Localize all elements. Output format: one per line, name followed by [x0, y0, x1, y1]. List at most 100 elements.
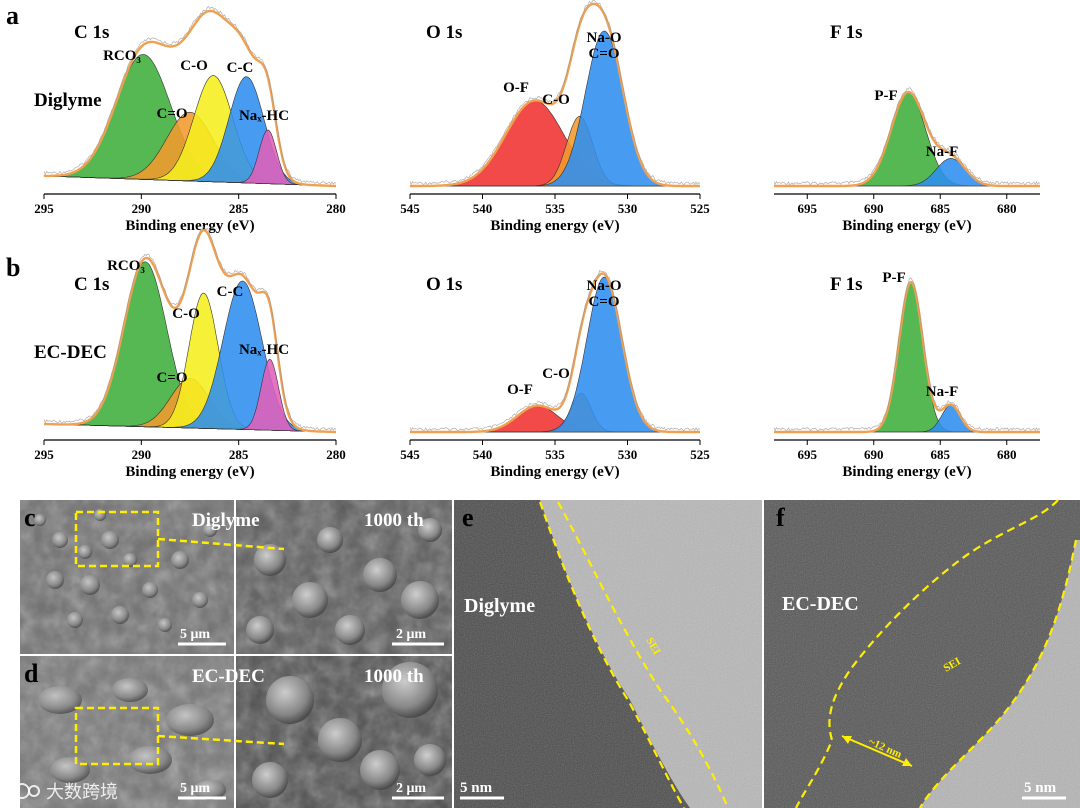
peak-label-a-F1s-1-0: Na-F: [926, 144, 959, 160]
x-tick-label-a-O1s-535: 535: [545, 201, 565, 216]
x-tick-label-b-C1s-295: 295: [34, 447, 54, 462]
x-tick-label-b-F1s-690: 690: [864, 447, 884, 462]
x-tick-label-a-O1s-525: 525: [690, 201, 710, 216]
chart-title-a-C1s: C 1s: [74, 22, 109, 43]
peak-label-a-C1s-1-0: C=O: [156, 106, 187, 122]
x-tick-label-a-F1s-690: 690: [864, 201, 884, 216]
peak-a-F1s-p-f: [774, 92, 1040, 187]
tem-f-sample-label: EC-DEC: [782, 593, 859, 615]
x-tick-label-b-O1s-530: 530: [618, 447, 638, 462]
x-axis-label-b-C1s: Binding energy (eV): [125, 464, 254, 480]
peak-label-b-F1s-0-0: P-F: [882, 270, 905, 286]
x-axis-label-b-O1s: Binding energy (eV): [490, 464, 619, 480]
x-tick-label-b-O1s-525: 525: [690, 447, 710, 462]
zoom-line-d: [157, 734, 285, 746]
envelope-a-F1s: [774, 90, 1040, 188]
peak-label-b-C1s-3-0: C-C: [217, 284, 244, 300]
tem-f-sei-boundary-outer: [919, 539, 1078, 808]
x-tick-label-a-C1s-285: 285: [229, 201, 249, 216]
peak-label-a-C1s-0-0: RCO₃: [103, 48, 141, 64]
x-axis-label-b-F1s: Binding energy (eV): [842, 464, 971, 480]
x-tick-label-a-O1s-530: 530: [618, 201, 638, 216]
peak-label-b-C1s-2-0: C-O: [172, 306, 200, 322]
peak-b-F1s-p-f: [774, 281, 1040, 433]
raw-trace-b-O1s: [409, 269, 701, 432]
chart-title-a-F1s: F 1s: [830, 22, 863, 43]
peak-label-a-C1s-4-0: Naₓ-HC: [239, 108, 289, 124]
peak-label-a-F1s-0-0: P-F: [874, 88, 897, 104]
chart-title-b-O1s: O 1s: [426, 274, 462, 295]
peak-label-a-O1s-2-1: C=O: [588, 46, 619, 62]
envelope-a-O1s: [410, 2, 700, 188]
panel-letter-d: d: [24, 659, 39, 688]
sem-c-sample-label: Diglyme: [192, 510, 260, 531]
sem-d-sample-label: EC-DEC: [192, 666, 265, 687]
x-tick-label-b-O1s-540: 540: [473, 447, 493, 462]
x-axis-label-a-F1s: Binding energy (eV): [842, 218, 971, 234]
peak-label-b-O1s-2-1: C=O: [588, 294, 619, 310]
peak-a-O1s-o-f: [410, 100, 700, 187]
sem-c-right-particles: [246, 518, 442, 645]
sem-d-cycle-label: 1000 th: [364, 666, 424, 687]
x-tick-label-b-F1s-680: 680: [997, 447, 1017, 462]
raw-trace-a-F1s: [773, 87, 1041, 186]
peak-label-a-O1s-2-0: Na-O: [587, 30, 622, 46]
tem-e-sample-label: Diglyme: [464, 595, 535, 617]
peak-b-O1s-na-o-c-o: [410, 276, 700, 433]
zoom-line-c: [157, 537, 285, 551]
sample-label-ecdec-xps: EC-DEC: [34, 342, 107, 363]
x-tick-label-b-C1s-280: 280: [326, 447, 346, 462]
sample-label-diglyme-xps: Diglyme: [34, 90, 102, 111]
peak-label-b-C1s-0-0: RCO₃: [107, 258, 145, 274]
x-tick-label-a-F1s-695: 695: [798, 201, 818, 216]
sem-d-right-particles: [252, 662, 446, 798]
tem-f-scale-label: 5 nm: [1024, 780, 1057, 796]
chart-title-b-C1s: C 1s: [74, 274, 109, 295]
watermark-logo-icon-2: [28, 785, 40, 797]
panel-d: d EC-DEC 1000 th 5 μm 2 μm: [20, 656, 452, 808]
x-tick-label-b-C1s-285: 285: [229, 447, 249, 462]
x-tick-label-a-O1s-540: 540: [473, 201, 493, 216]
panel-letter-a: a: [6, 1, 19, 30]
zoom-box-c: [74, 510, 160, 568]
envelope-b-C1s: [44, 229, 336, 434]
tem-e-scale-label: 5 nm: [460, 780, 493, 796]
envelope-b-O1s: [410, 272, 700, 434]
x-axis-label-a-O1s: Binding energy (eV): [490, 218, 619, 234]
envelope-b-F1s: [774, 280, 1040, 434]
chart-title-a-O1s: O 1s: [426, 22, 462, 43]
tem-e-sei-boundary-outer: [557, 501, 730, 808]
peak-a-O1s-na-o-c-o: [410, 30, 700, 187]
sem-c-left-particles: [34, 509, 217, 632]
panel-e: e Diglyme SEI 5 nm: [454, 500, 762, 808]
peak-label-b-O1s-1-0: C-O: [542, 366, 570, 382]
peak-label-a-O1s-1-0: C-O: [542, 92, 570, 108]
raw-trace-a-O1s: [409, 0, 701, 186]
xps-chart-b-O1s: 545 540 535 530 525 Binding energy (eV) O 1s O-…: [400, 269, 710, 480]
envelope-a-C1s: [44, 9, 336, 188]
sem-c-scale-right-label: 2 μm: [396, 627, 426, 642]
peak-label-b-O1s-0-0: O-F: [507, 382, 533, 398]
xps-chart-a-C1s: 295 290 285 280 Binding energy (eV) C 1s RCO₃ C…: [34, 6, 346, 234]
sem-d-left-particles: [38, 678, 226, 800]
panel-letter-f: f: [776, 503, 785, 532]
panel-f: ~12 nm SEI f EC-DEC 5 nm: [764, 499, 1080, 808]
peak-label-b-O1s-2-0: Na-O: [587, 278, 622, 294]
peak-label-b-C1s-1-0: C=O: [156, 370, 187, 386]
raw-trace-b-C1s: [43, 225, 337, 432]
tem-f-arrowhead-right: [902, 758, 912, 766]
x-tick-label-a-C1s-295: 295: [34, 201, 54, 216]
x-tick-label-a-C1s-280: 280: [326, 201, 346, 216]
panel-letter-c: c: [24, 503, 36, 532]
xps-chart-a-O1s: 545 540 535 530 525 Binding energy (eV) O 1s O-…: [400, 0, 710, 234]
tem-f-sei-boundary-inner: [795, 499, 1059, 808]
x-tick-label-a-F1s-685: 685: [931, 201, 951, 216]
peak-label-b-F1s-1-0: Na-F: [926, 384, 959, 400]
x-tick-label-b-F1s-685: 685: [931, 447, 951, 462]
panel-letter-b: b: [6, 253, 20, 282]
panel-c: c Diglyme 1000 th 5 μm 2 μm: [20, 500, 452, 654]
peak-label-a-C1s-3-0: C-C: [227, 60, 254, 76]
tem-f-arrowhead-left: [842, 736, 852, 744]
